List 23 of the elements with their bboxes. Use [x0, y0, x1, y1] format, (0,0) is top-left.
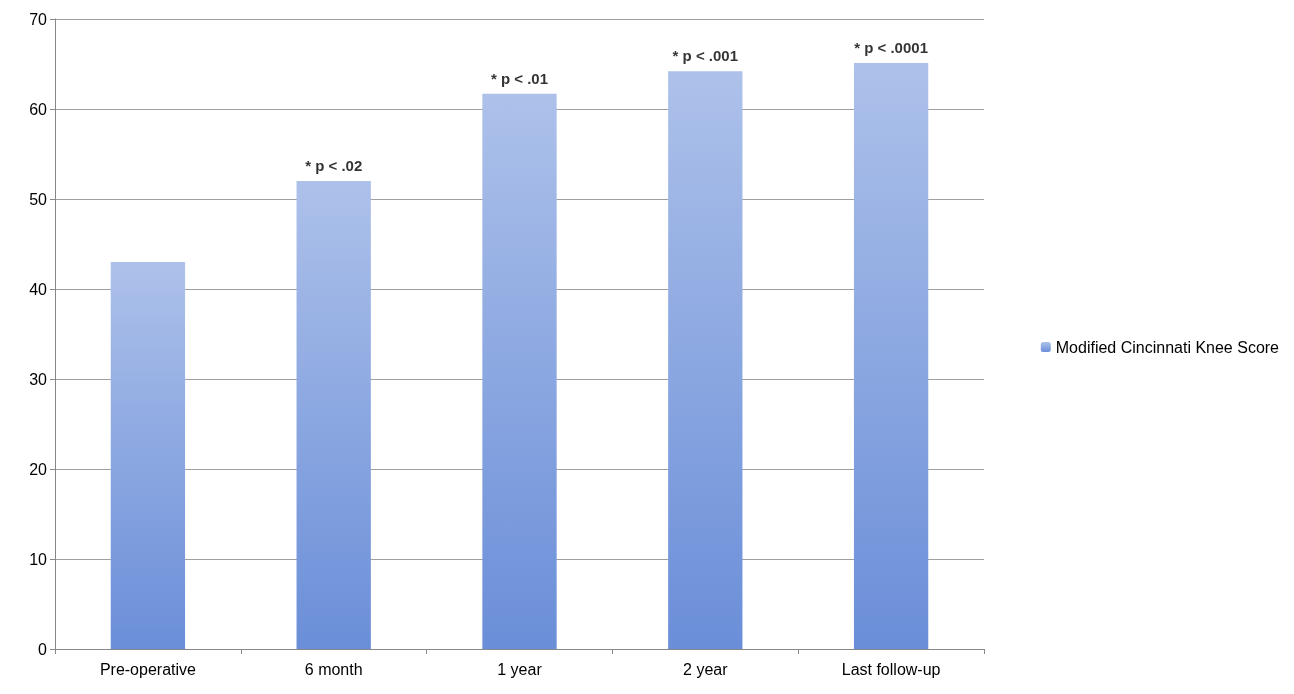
annotation: * p < .001: [672, 47, 739, 65]
bar: [296, 181, 371, 649]
bar: [482, 93, 557, 649]
x-tick-label: 1 year: [497, 660, 543, 678]
x-tick-label: Last follow-up: [841, 660, 941, 678]
bar: [110, 262, 186, 649]
bar: [853, 63, 929, 649]
y-tick-label: 20: [29, 460, 48, 478]
y-tick-label: 60: [29, 100, 48, 118]
x-tick-label: Pre-operative: [99, 660, 197, 678]
y-tick-label: 50: [29, 190, 48, 208]
y-tick-label: 30: [29, 370, 48, 388]
legend-label: Modified Cincinnati Knee Score: [1055, 338, 1280, 356]
x-tick-label: 2 year: [683, 660, 729, 678]
bar: [668, 71, 743, 649]
y-tick-label: 0: [38, 640, 48, 658]
y-tick-label: 70: [29, 10, 48, 28]
x-tick-label: 6 month: [304, 660, 363, 678]
annotation: * p < .0001: [854, 39, 929, 57]
annotation: * p < .01: [490, 69, 549, 87]
annotation: * p < .02: [305, 157, 363, 174]
y-tick-label: 40: [29, 280, 48, 298]
y-tick-label: 10: [29, 550, 48, 568]
